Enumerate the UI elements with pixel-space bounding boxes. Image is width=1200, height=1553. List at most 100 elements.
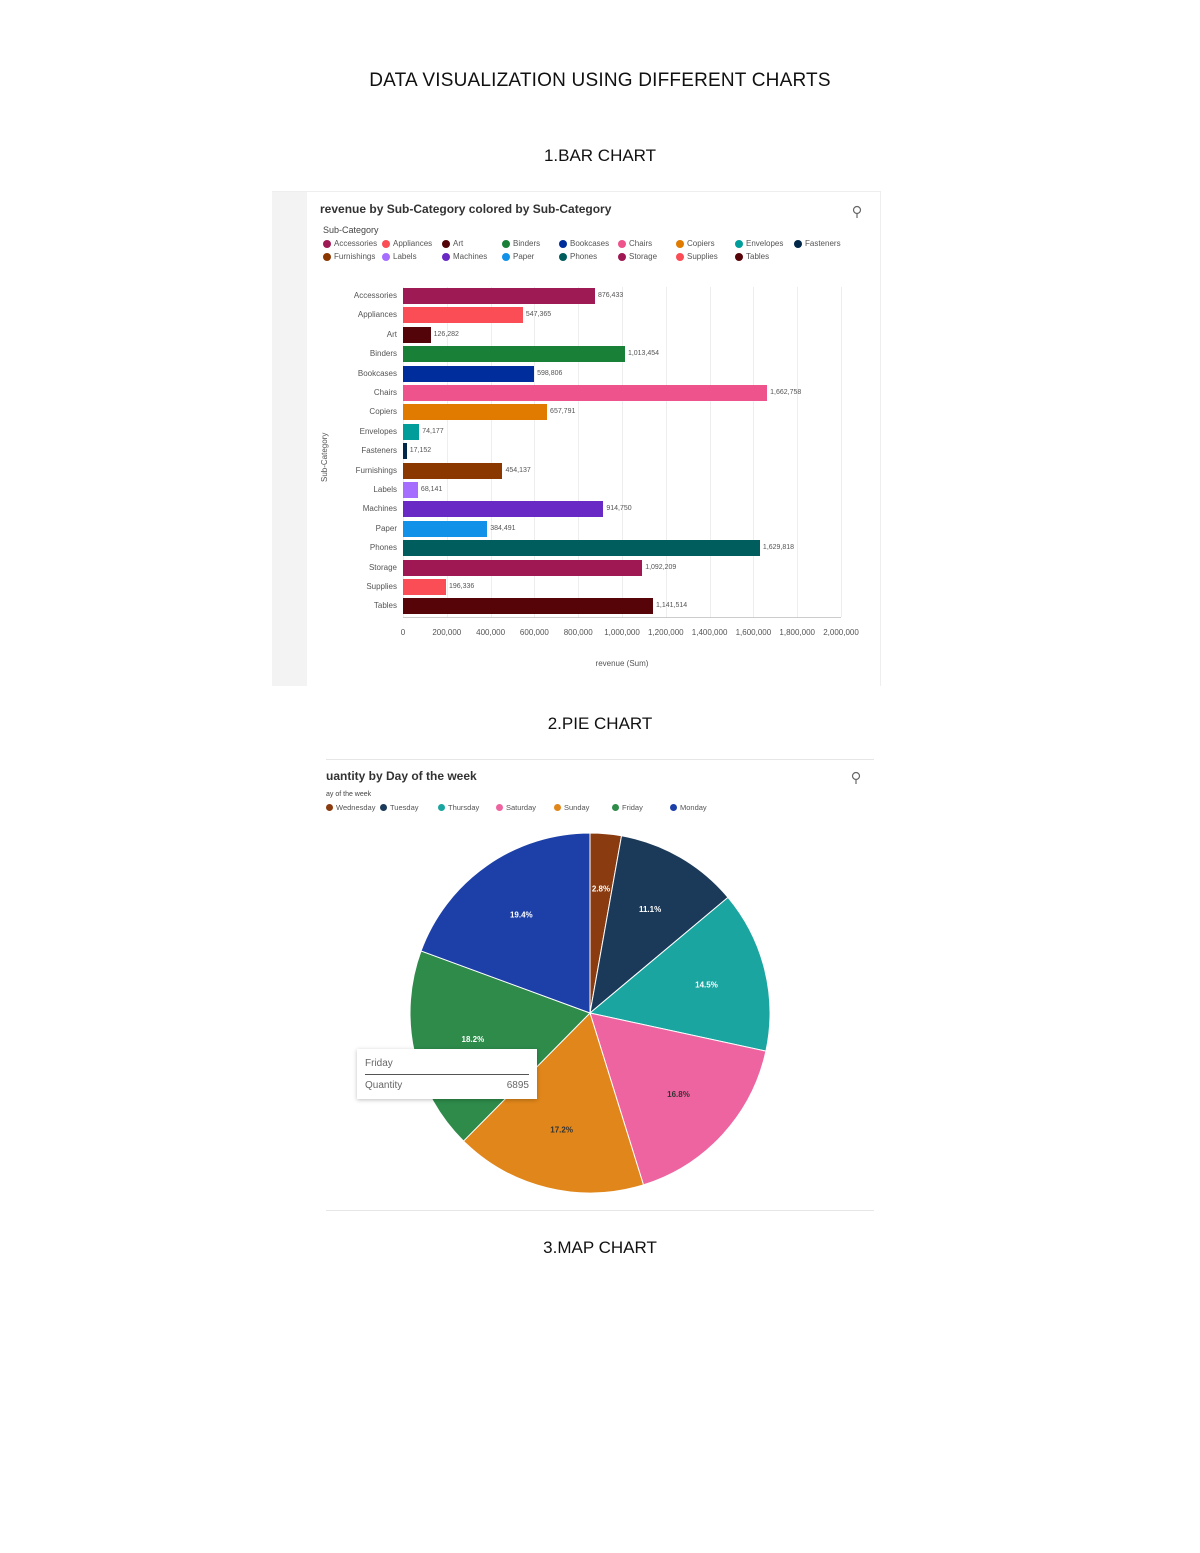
bar-x-axis-label: revenue (Sum) bbox=[595, 659, 649, 668]
bar[interactable] bbox=[403, 423, 420, 440]
legend-item[interactable]: Labels bbox=[382, 252, 417, 261]
panel-gutter bbox=[272, 192, 307, 686]
legend-swatch-icon bbox=[382, 239, 390, 248]
legend-item[interactable]: Friday bbox=[612, 803, 643, 812]
section-title-map: 3.MAP CHART bbox=[543, 1238, 657, 1257]
bar[interactable] bbox=[403, 501, 604, 518]
legend-item[interactable]: Copiers bbox=[676, 239, 715, 248]
legend-item[interactable]: Supplies bbox=[676, 252, 718, 261]
pie-slice-label: 11.1% bbox=[639, 905, 661, 914]
legend-item[interactable]: Furnishings bbox=[323, 252, 375, 261]
bar[interactable] bbox=[403, 346, 625, 363]
gridline bbox=[490, 287, 492, 617]
legend-item[interactable]: Phones bbox=[559, 252, 597, 261]
bar-value-label: 196,336 bbox=[448, 583, 475, 590]
legend-item[interactable]: Tuesday bbox=[380, 803, 419, 812]
legend-label: Copiers bbox=[687, 239, 715, 248]
legend-swatch-icon bbox=[442, 252, 450, 261]
legend-label: Art bbox=[453, 239, 464, 248]
y-tick-label: Appliances bbox=[357, 310, 397, 320]
legend-item[interactable]: Fasteners bbox=[794, 239, 841, 248]
pie-slice-label: 2.8% bbox=[592, 884, 610, 893]
legend-label: Saturday bbox=[506, 803, 537, 812]
bar[interactable] bbox=[403, 579, 446, 595]
legend-item[interactable]: Storage bbox=[618, 252, 657, 261]
tooltip-divider bbox=[365, 1074, 529, 1075]
x-tick-label: 2,000,000 bbox=[823, 628, 859, 637]
pie-tooltip: Friday Quantity 6895 bbox=[357, 1049, 537, 1099]
bar[interactable] bbox=[403, 559, 643, 576]
x-tick-label: 800,000 bbox=[563, 628, 593, 637]
legend-item[interactable]: Chairs bbox=[618, 239, 652, 248]
bar-value-label: 598,806 bbox=[537, 369, 563, 377]
y-tick-label: Copiers bbox=[369, 407, 397, 417]
y-tick-label: Labels bbox=[373, 485, 397, 494]
legend-item[interactable]: Thursday bbox=[438, 803, 479, 812]
legend-item[interactable]: Binders bbox=[502, 239, 540, 248]
legend-label: Envelopes bbox=[746, 239, 784, 248]
x-tick-label: 1,600,000 bbox=[735, 628, 772, 637]
legend-label: Machines bbox=[453, 252, 488, 261]
bar-legend-title: Sub-Category bbox=[323, 225, 379, 235]
gridline bbox=[797, 287, 799, 617]
legend-label: Tables bbox=[746, 252, 770, 261]
x-tick-label: 600,000 bbox=[519, 628, 549, 637]
x-tick-label: 1,200,000 bbox=[648, 628, 684, 637]
bar[interactable] bbox=[403, 326, 431, 343]
legend-label: Fasteners bbox=[805, 239, 841, 248]
legend-label: Monday bbox=[680, 803, 707, 812]
gridline bbox=[534, 287, 536, 617]
bar[interactable] bbox=[403, 443, 407, 460]
legend-label: Supplies bbox=[687, 252, 718, 261]
pie-chart-panel: uantity by Day of the week ay of the wee… bbox=[326, 759, 874, 1211]
bar[interactable] bbox=[403, 404, 548, 421]
pie-slice-tuesday[interactable] bbox=[589, 835, 729, 1015]
legend-item[interactable]: Monday bbox=[670, 803, 707, 812]
legend-swatch-icon bbox=[502, 239, 510, 248]
legend-item[interactable]: Machines bbox=[442, 252, 487, 261]
bar[interactable] bbox=[403, 598, 653, 615]
pie-slice-monday[interactable] bbox=[420, 832, 591, 1014]
y-tick-label: Art bbox=[386, 329, 397, 339]
legend-item[interactable]: Appliances bbox=[382, 239, 432, 248]
bar[interactable] bbox=[403, 307, 523, 324]
pie-slice-thursday[interactable] bbox=[588, 896, 771, 1052]
bar[interactable] bbox=[403, 540, 760, 557]
legend-swatch-icon bbox=[323, 252, 331, 261]
bar[interactable] bbox=[403, 365, 535, 382]
legend-item[interactable]: Saturday bbox=[496, 803, 536, 812]
legend-item[interactable]: Envelopes bbox=[735, 239, 783, 248]
bar[interactable] bbox=[403, 520, 488, 537]
pin-icon[interactable] bbox=[851, 771, 861, 785]
legend-item[interactable]: Sunday bbox=[554, 803, 589, 812]
section-title-pie: 2.PIE CHART bbox=[547, 714, 653, 733]
pie-slice-sunday[interactable] bbox=[462, 1012, 645, 1194]
y-tick-label: Paper bbox=[375, 523, 397, 533]
legend-item[interactable]: Tables bbox=[735, 252, 769, 261]
legend-label: Storage bbox=[629, 252, 658, 261]
legend-label: Thursday bbox=[448, 803, 480, 812]
legend-label: Appliances bbox=[393, 239, 433, 248]
legend-item[interactable]: Art bbox=[442, 239, 463, 248]
pin-icon[interactable] bbox=[852, 205, 862, 219]
bar[interactable] bbox=[403, 462, 503, 479]
gridline bbox=[709, 287, 711, 617]
y-tick-label: Machines bbox=[362, 504, 397, 514]
pie-slice-saturday[interactable] bbox=[589, 1012, 767, 1186]
y-tick-label: Storage bbox=[368, 562, 397, 572]
bar[interactable] bbox=[403, 385, 768, 401]
y-tick-label: Phones bbox=[369, 543, 397, 553]
legend-item[interactable]: Paper bbox=[502, 252, 534, 261]
legend-swatch-icon bbox=[735, 252, 743, 261]
bar[interactable] bbox=[403, 482, 418, 498]
pie-legend-title: ay of the week bbox=[326, 791, 372, 798]
legend-swatch-icon bbox=[618, 252, 626, 261]
gridline bbox=[841, 287, 842, 617]
bar-value-label: 68,141 bbox=[420, 486, 443, 493]
legend-label: Paper bbox=[513, 252, 535, 261]
bar[interactable] bbox=[403, 288, 595, 304]
bar-chart-panel: revenue by Sub-Category colored by Sub-C… bbox=[272, 191, 881, 686]
legend-item[interactable]: Bookcases bbox=[559, 239, 609, 248]
legend-item[interactable]: Wednesday bbox=[326, 803, 375, 812]
legend-item[interactable]: Accessories bbox=[323, 239, 377, 248]
